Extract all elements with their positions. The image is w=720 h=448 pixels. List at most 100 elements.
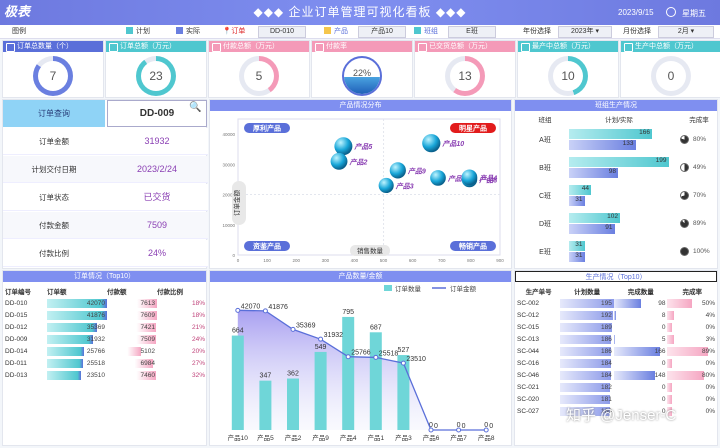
scatter-point[interactable] (334, 137, 353, 156)
query-row-label[interactable]: 计划交付日期 (31, 165, 77, 174)
plan-qty-bar[interactable] (560, 407, 610, 416)
order-amount-cell[interactable]: 25766 (47, 345, 107, 357)
done-qty-cell[interactable]: 148 (613, 369, 668, 381)
payment-amount-bar-value[interactable]: 5102 (140, 348, 155, 355)
bar-cell[interactable]: 5102 (107, 346, 157, 356)
production-id[interactable]: SC-015 (517, 323, 540, 331)
kpi-card[interactable]: 订单总额（万元） 23 (105, 40, 207, 98)
rate-bar[interactable] (667, 407, 673, 416)
bar-cell[interactable]: 23510 (47, 370, 107, 380)
done-qty-cell[interactable]: 0 (614, 357, 668, 369)
kpi-ring[interactable]: 23 (136, 56, 176, 96)
rate-cell[interactable]: 80% (667, 370, 717, 380)
team-plan-value[interactable]: 102 (607, 213, 618, 220)
month-select[interactable]: 2月 ▾ (658, 26, 714, 38)
done-qty-bar-value[interactable]: 0 (661, 396, 666, 403)
team-rate[interactable]: 100% (693, 248, 710, 255)
bar-cell[interactable]: 0 (614, 358, 668, 368)
rate-cell[interactable]: 0% (667, 382, 717, 392)
query-row[interactable]: 付款比例 24% (3, 240, 208, 267)
search-icon[interactable]: 🔍 (189, 102, 202, 113)
bar-cell[interactable]: 5 (613, 334, 668, 344)
amount-point[interactable] (345, 354, 351, 360)
qty-bar[interactable] (369, 332, 382, 430)
table-header[interactable]: 生产单号 (525, 289, 552, 296)
team-header[interactable]: 计划/实际 (605, 117, 633, 124)
done-qty-bar-value[interactable]: 8 (661, 312, 666, 319)
bar-cell[interactable]: 195 (560, 298, 614, 308)
payment-amount-bar[interactable] (107, 347, 141, 356)
query-row-value[interactable]: 24% (147, 248, 166, 258)
payment-amount-cell[interactable]: 7421 (107, 321, 157, 333)
done-qty-bar-value[interactable]: 0 (661, 360, 666, 367)
rate-value[interactable]: 0% (705, 384, 715, 391)
bar-cell[interactable]: 31932 (47, 334, 107, 344)
order-amount-cell[interactable]: 23510 (47, 369, 107, 381)
bar-cell[interactable]: 189 (560, 322, 614, 332)
rate-value[interactable]: 4% (705, 312, 715, 319)
payment-amount-bar[interactable] (107, 371, 156, 380)
plan-qty-bar[interactable] (560, 383, 611, 392)
team-plan-value[interactable]: 166 (639, 129, 650, 136)
plan-qty-bar[interactable] (560, 323, 613, 332)
production-id[interactable]: SC-046 (517, 371, 540, 379)
team-actual-bar[interactable]: 31 (569, 196, 585, 206)
table-header[interactable]: 付款比例 (157, 289, 183, 296)
bar-cell[interactable]: 98 (613, 298, 668, 308)
kpi-value[interactable]: 22% (352, 68, 371, 78)
plan-qty-bar[interactable] (560, 335, 612, 344)
query-row-value[interactable]: 31932 (144, 136, 170, 146)
table-row[interactable]: DD-014 25766 5102 20% (5, 345, 205, 357)
payment-amount-bar-value[interactable]: 7609 (140, 312, 155, 319)
kpi-title[interactable]: 付款率 (312, 41, 412, 52)
payment-rate-gauge[interactable]: 22% (342, 56, 382, 96)
bar-cell[interactable]: 8 (613, 310, 668, 320)
done-qty-bar-value[interactable]: 0 (661, 408, 666, 415)
qty-bar[interactable] (314, 351, 327, 430)
bar-cell[interactable]: 0 (614, 382, 668, 392)
kpi-card[interactable]: 付款总额（万元） 5 (208, 40, 310, 98)
bar-cell[interactable]: 41876 (47, 310, 107, 320)
team-name[interactable]: D班 (538, 221, 552, 228)
done-qty-bar-value[interactable]: 0 (661, 324, 666, 331)
scatter-point[interactable] (422, 134, 441, 153)
kpi-value[interactable]: 0 (656, 61, 686, 91)
amount-point[interactable] (262, 308, 268, 314)
completion-pie-icon[interactable] (680, 163, 689, 172)
plan-qty-bar-value[interactable]: 189 (601, 324, 612, 331)
table-header-row[interactable]: 生产单号 计划数量 完成数量 完成率 (517, 285, 717, 297)
done-qty-bar-value[interactable]: 148 (654, 372, 666, 379)
production-id[interactable]: SC-002 (517, 299, 540, 307)
kpi-title[interactable]: 订单总数量（个） (3, 41, 103, 52)
plan-qty-bar[interactable] (560, 347, 612, 356)
payment-amount-cell[interactable]: 7613 (107, 297, 157, 309)
production-id[interactable]: SC-012 (517, 311, 540, 319)
order-amount-bar[interactable] (47, 311, 107, 320)
payment-amount-bar-value[interactable]: 7613 (140, 300, 155, 307)
plan-qty-bar-value[interactable]: 195 (601, 300, 612, 307)
scatter-point[interactable] (461, 169, 478, 186)
order-amount-bar[interactable] (47, 371, 81, 380)
payment-ratio[interactable]: 27% (191, 359, 205, 367)
order-amount-bar[interactable] (47, 335, 93, 344)
scatter-point[interactable] (378, 177, 394, 194)
table-row[interactable]: SC-002 195 98 50% (517, 297, 717, 309)
table-row[interactable]: SC-044 186 166 89% (517, 345, 717, 357)
completion-rate-cell[interactable]: 0% (667, 381, 717, 393)
team-plan-bar[interactable]: 166 (569, 129, 652, 139)
team-rate[interactable]: 49% (693, 164, 707, 171)
query-row-label[interactable]: 付款金额 (39, 221, 69, 230)
rate-value[interactable]: 80% (701, 372, 715, 379)
payment-amount-bar-value[interactable]: 7509 (140, 336, 155, 343)
query-row-label[interactable]: 订单状态 (39, 193, 69, 202)
rate-bar[interactable] (667, 335, 674, 344)
bar-cell[interactable]: 184 (560, 370, 614, 380)
done-qty-bar[interactable] (613, 347, 660, 356)
payment-ratio[interactable]: 18% (191, 311, 205, 319)
bar-cell[interactable]: 0 (614, 406, 668, 416)
payment-amount-bar[interactable] (107, 335, 157, 344)
order-amount-bar-value[interactable]: 23510 (86, 372, 105, 379)
bar-cell[interactable]: 148 (613, 370, 668, 380)
table-row[interactable]: SC-012 192 8 4% (517, 309, 717, 321)
payment-amount-cell[interactable]: 7609 (107, 309, 157, 321)
